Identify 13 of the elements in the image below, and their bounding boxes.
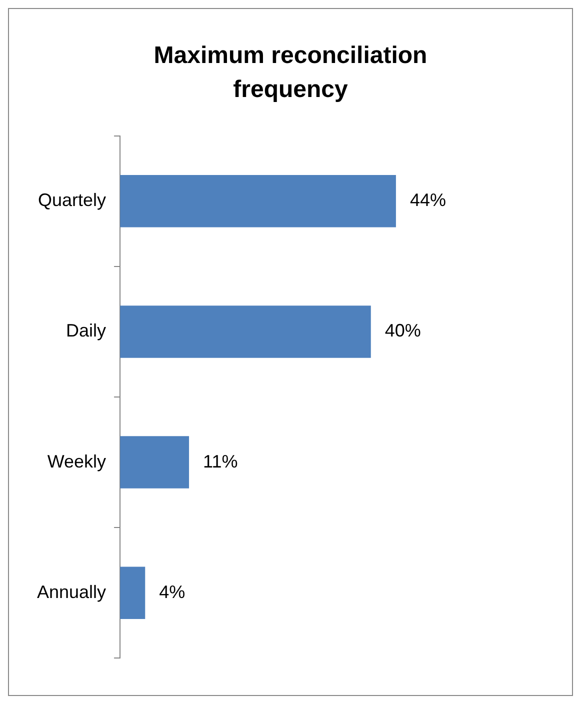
bar bbox=[120, 174, 396, 228]
y-tick-label: Quartely bbox=[38, 190, 106, 210]
data-label: 4% bbox=[159, 582, 186, 602]
chart-title: Maximum reconciliation frequency bbox=[152, 41, 428, 105]
y-tick-label: Daily bbox=[66, 320, 106, 341]
bar bbox=[120, 436, 190, 488]
y-tick-label: Annually bbox=[37, 582, 106, 602]
data-label: 11% bbox=[203, 451, 238, 472]
data-label: 44% bbox=[410, 190, 446, 210]
bar bbox=[120, 306, 371, 358]
bar bbox=[120, 566, 146, 620]
y-tick-label: Weekly bbox=[47, 451, 106, 472]
data-label: 40% bbox=[384, 320, 421, 341]
